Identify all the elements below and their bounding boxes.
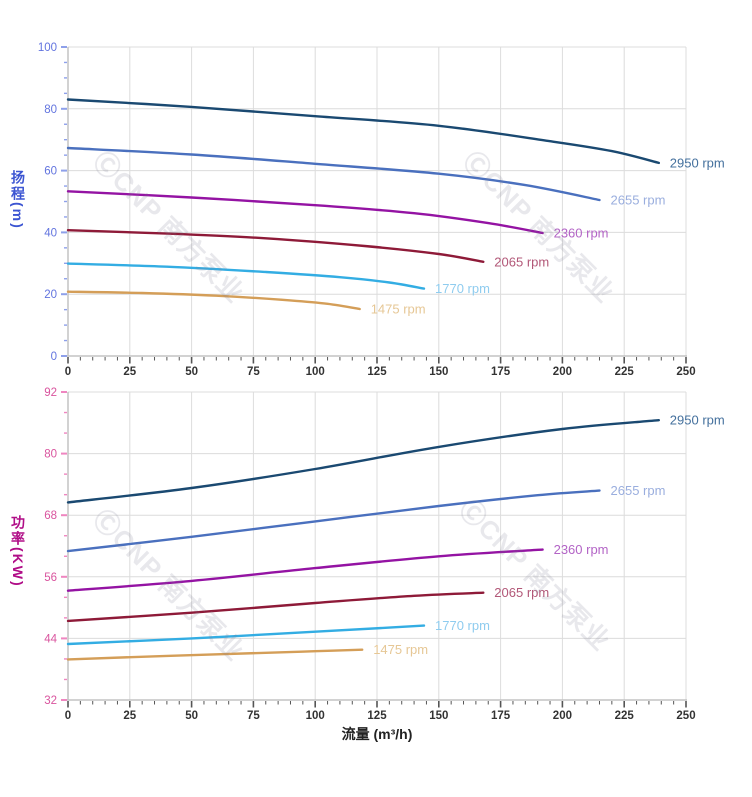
curve-label: 2360 rpm	[554, 542, 609, 557]
svg-text:175: 175	[491, 710, 511, 722]
svg-text:225: 225	[615, 366, 635, 378]
svg-text:175: 175	[491, 366, 511, 378]
svg-text:125: 125	[367, 366, 387, 378]
svg-text:60: 60	[44, 166, 57, 178]
svg-text:125: 125	[367, 710, 387, 722]
svg-text:100: 100	[306, 366, 325, 378]
svg-text:0: 0	[65, 710, 71, 722]
svg-text:44: 44	[44, 633, 57, 645]
svg-text:0: 0	[51, 351, 57, 363]
curve-label: 2065 rpm	[494, 585, 549, 600]
svg-text:100: 100	[306, 710, 325, 722]
curve-label: 2655 rpm	[611, 193, 666, 208]
svg-text:50: 50	[185, 366, 198, 378]
svg-text:75: 75	[247, 710, 260, 722]
svg-text:25: 25	[123, 710, 136, 722]
power-axis-title: 功率(KW)	[10, 515, 26, 588]
curve-label: 2950 rpm	[670, 155, 725, 170]
svg-text:75: 75	[247, 366, 260, 378]
svg-text:92: 92	[44, 387, 57, 399]
svg-text:32: 32	[44, 695, 57, 707]
curve-label: 1770 rpm	[435, 281, 490, 296]
head-axis-title: 扬程(m)	[10, 170, 26, 230]
svg-text:80: 80	[44, 449, 57, 461]
flow-axis-title: 流量 (m³/h)	[341, 726, 413, 742]
curve-label: 2655 rpm	[611, 483, 666, 498]
curve-label: 2065 rpm	[494, 254, 549, 269]
svg-text:200: 200	[553, 710, 572, 722]
svg-text:150: 150	[429, 366, 448, 378]
svg-text:20: 20	[44, 289, 57, 301]
svg-text:200: 200	[553, 366, 572, 378]
curve-label: 2950 rpm	[670, 413, 725, 428]
svg-text:56: 56	[44, 572, 57, 584]
curve-label: 1770 rpm	[435, 618, 490, 633]
svg-text:68: 68	[44, 510, 57, 522]
svg-text:250: 250	[676, 710, 695, 722]
svg-text:225: 225	[615, 710, 635, 722]
svg-text:25: 25	[123, 366, 136, 378]
curve-label: 1475 rpm	[373, 642, 428, 657]
svg-text:80: 80	[44, 104, 57, 116]
svg-text:40: 40	[44, 227, 57, 239]
curve-label: 1475 rpm	[371, 302, 426, 317]
curve-label: 2360 rpm	[554, 226, 609, 241]
svg-text:50: 50	[185, 710, 198, 722]
svg-text:100: 100	[38, 42, 57, 54]
svg-text:250: 250	[676, 366, 695, 378]
svg-text:0: 0	[65, 366, 71, 378]
svg-text:150: 150	[429, 710, 448, 722]
